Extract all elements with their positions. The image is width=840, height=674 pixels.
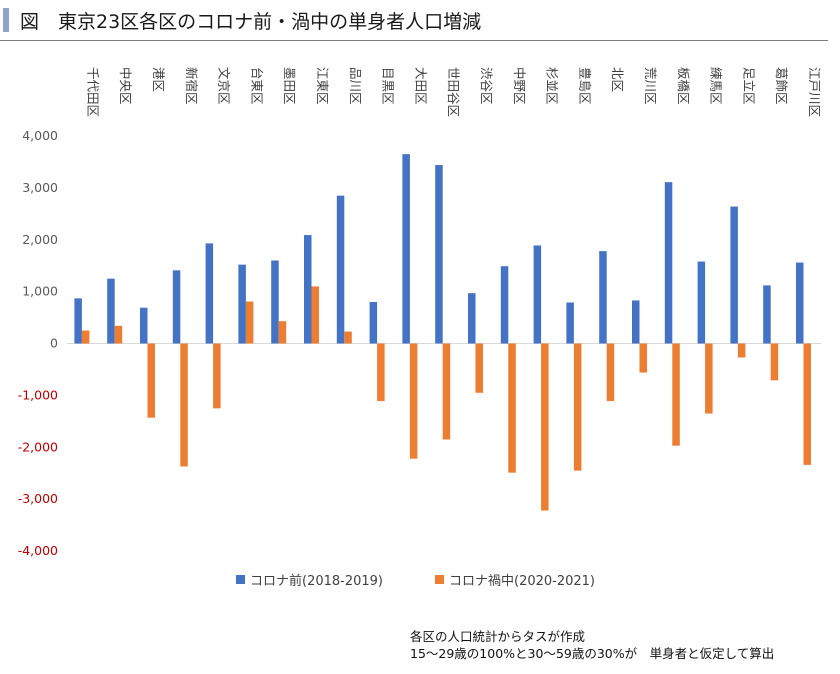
- bar-during-covid: [245, 301, 254, 344]
- y-tick-label: 0: [50, 336, 58, 351]
- category-label: 品川区: [348, 67, 363, 105]
- bar-pre-covid: [74, 298, 82, 344]
- bar-during-covid: [639, 343, 647, 373]
- source-note: 各区の人口統計からタスが作成 15～29歳の100%と30～59歳の30%が 単…: [410, 628, 774, 662]
- bar-pre-covid: [796, 262, 804, 344]
- legend-swatch-pre: [236, 575, 245, 584]
- source-note-line2: 15～29歳の100%と30～59歳の30%が 単身者と仮定して算出: [410, 646, 775, 661]
- bar-pre-covid: [500, 266, 509, 344]
- bar-during-covid: [311, 286, 319, 344]
- category-label: 中野区: [512, 67, 527, 105]
- bar-during-covid: [541, 343, 549, 511]
- category-label: 豊島区: [577, 67, 592, 105]
- bar-chart: 4,000 3,000 2,000 1,000 0 -1,000 -2,000 -3,000 -…: [18, 67, 822, 558]
- y-tick-label: -4,000: [18, 543, 58, 558]
- bar-pre-covid: [336, 195, 345, 344]
- bar-during-covid: [705, 343, 713, 414]
- bar-during-covid: [213, 343, 221, 409]
- category-label: 渋谷区: [479, 67, 494, 105]
- bar-during-covid: [180, 343, 188, 467]
- title-accent-bar: [3, 8, 9, 32]
- category-label: 中央区: [118, 67, 133, 105]
- bar-pre-covid: [435, 165, 443, 344]
- category-label: 北区: [610, 67, 625, 92]
- category-label: 新宿区: [184, 67, 199, 105]
- bar-during-covid: [475, 343, 483, 393]
- category-label: 練馬区: [709, 67, 724, 105]
- bar-pre-covid: [730, 206, 738, 344]
- bar-pre-covid: [107, 278, 115, 344]
- bar-pre-covid: [369, 302, 378, 344]
- bar-pre-covid: [632, 300, 640, 344]
- category-label: 杉並区: [545, 67, 560, 105]
- category-label: 台東区: [249, 67, 264, 105]
- category-label: 葛飾区: [774, 67, 789, 105]
- chart-legend: コロナ前(2018-2019) コロナ禍中(2020-2021): [0, 570, 840, 590]
- bar-pre-covid: [140, 307, 148, 344]
- category-label: 港区: [151, 67, 166, 92]
- bar-during-covid: [442, 343, 451, 440]
- bar-pre-covid: [468, 293, 476, 344]
- bar-during-covid: [770, 343, 779, 381]
- bar-during-covid: [278, 321, 287, 344]
- bar-during-covid: [409, 343, 418, 459]
- bar-pre-covid: [599, 251, 607, 344]
- bar-pre-covid: [533, 245, 542, 344]
- y-tick-label: 4,000: [22, 128, 58, 143]
- category-label: 世田谷区: [446, 67, 461, 117]
- bar-during-covid: [344, 331, 352, 344]
- category-label: 足立区: [741, 67, 756, 105]
- bar-pre-covid: [238, 264, 246, 344]
- bar-pre-covid: [566, 302, 574, 344]
- y-tick-label: 2,000: [22, 232, 58, 247]
- legend-item-during: コロナ禍中(2020-2021): [435, 570, 595, 589]
- bar-during-covid: [114, 325, 123, 344]
- source-note-line1: 各区の人口統計からタスが作成: [410, 629, 586, 644]
- legend-label-pre: コロナ前(2018-2019): [250, 574, 384, 589]
- category-label: 大田区: [413, 67, 428, 105]
- category-label: 墨田区: [282, 67, 297, 105]
- legend-label-during: コロナ禍中(2020-2021): [449, 574, 596, 589]
- bar-during-covid: [672, 343, 680, 446]
- y-tick-label: -1,000: [18, 387, 58, 402]
- bar-during-covid: [737, 343, 746, 358]
- category-label: 目黒区: [381, 67, 396, 105]
- y-tick-label: 3,000: [22, 180, 58, 195]
- legend-item-pre: コロナ前(2018-2019): [236, 570, 383, 589]
- bar-pre-covid: [697, 261, 706, 344]
- bar-pre-covid: [172, 270, 181, 344]
- bar-during-covid: [606, 343, 615, 402]
- bar-during-covid: [573, 343, 582, 471]
- bar-during-covid: [508, 343, 516, 473]
- bar-during-covid: [803, 343, 811, 465]
- category-label: 江戸川区: [807, 67, 822, 117]
- bar-during-covid: [147, 343, 155, 418]
- bar-during-covid: [377, 343, 385, 402]
- category-label: 千代田区: [85, 67, 100, 117]
- bar-pre-covid: [763, 285, 771, 344]
- bar-pre-covid: [205, 243, 214, 344]
- category-label: 文京区: [217, 67, 232, 105]
- bar-pre-covid: [664, 182, 673, 344]
- y-tick-label: -2,000: [18, 439, 58, 454]
- y-tick-label: 1,000: [22, 284, 58, 299]
- bar-pre-covid: [304, 235, 312, 344]
- category-label: 板橋区: [676, 67, 691, 105]
- bar-pre-covid: [271, 260, 279, 344]
- bar-pre-covid: [402, 154, 410, 344]
- page-title: 図 東京23区各区のコロナ前・渦中の単身者人口増減: [20, 11, 482, 33]
- category-label: 荒川区: [643, 67, 658, 105]
- bar-during-covid: [81, 330, 90, 344]
- y-tick-label: -3,000: [18, 491, 58, 506]
- title-bar: 図 東京23区各区のコロナ前・渦中の単身者人口増減: [0, 0, 828, 41]
- legend-swatch-during: [435, 575, 444, 584]
- category-label: 江東区: [315, 67, 330, 105]
